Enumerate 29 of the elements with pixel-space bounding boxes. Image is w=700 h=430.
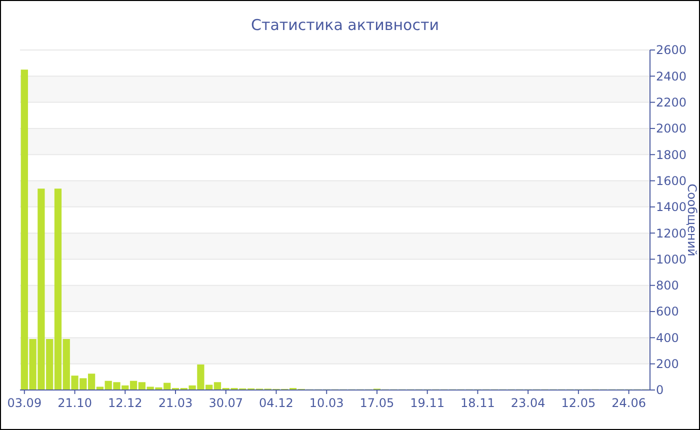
y-tick-label: 0 [656, 383, 664, 398]
y-tick-label: 1800 [656, 148, 687, 162]
x-tick-label: 21.10 [58, 396, 92, 410]
x-tick-label: 19.11 [410, 396, 445, 410]
y-tick-label: 1400 [656, 200, 687, 214]
x-tick-label: 18.11 [460, 396, 495, 410]
y-tick-label: 2400 [656, 69, 687, 84]
y-tick-label: 1600 [656, 174, 687, 188]
y-tick-label: 200 [656, 357, 679, 372]
x-tick-label: 03.09 [7, 396, 42, 410]
x-tick-label: 12.05 [561, 396, 596, 410]
y-tick-label: 1000 [656, 252, 687, 266]
x-tick-label: 23.04 [510, 396, 546, 410]
y-tick-label: 800 [656, 278, 679, 293]
y-tick-label: 600 [656, 304, 679, 319]
x-tick-label: 04.12 [259, 396, 294, 410]
y-axis-title: Сообщений [685, 184, 699, 256]
x-tick-label: 12.12 [108, 396, 142, 410]
x-tick-label: 24.06 [612, 396, 646, 410]
y-tick-label: 2600 [656, 43, 687, 58]
x-tick-label: 10.03 [309, 396, 344, 410]
x-tick-label: 30.07 [208, 396, 244, 410]
y-tick-label: 1200 [656, 226, 687, 240]
chart-title: Статистика активности [251, 16, 439, 34]
x-tick-label: 17.05 [360, 396, 394, 410]
y-tick-label: 400 [656, 330, 679, 345]
y-tick-label: 2200 [656, 96, 687, 110]
x-tick-label: 21.03 [158, 396, 193, 410]
y-tick-label: 2000 [656, 122, 687, 136]
